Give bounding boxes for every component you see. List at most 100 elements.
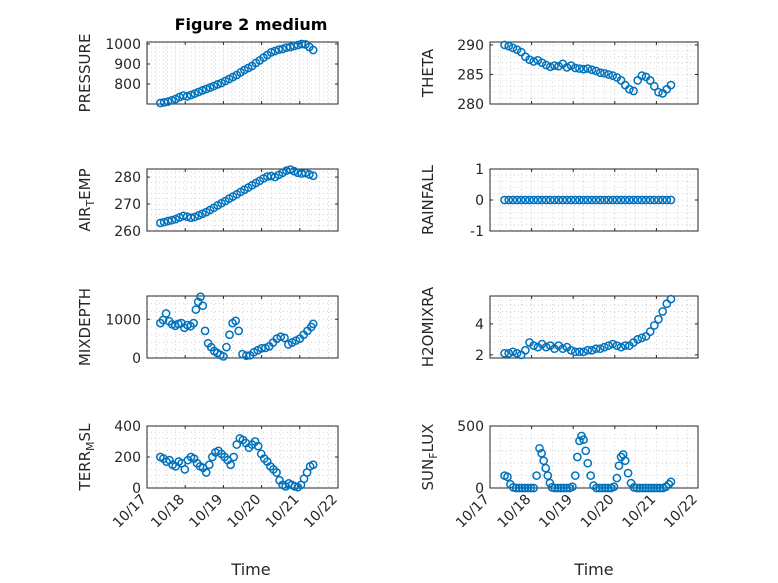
data-point: [213, 80, 223, 89]
y-tick-label: 900: [114, 57, 141, 73]
data-point: [529, 57, 539, 66]
data-point: [645, 76, 655, 85]
data-point: [301, 168, 310, 178]
data-point: [638, 483, 648, 493]
data-point: [591, 195, 601, 205]
data-point: [579, 435, 588, 444]
data-point: [543, 471, 553, 480]
data-point: [159, 98, 169, 107]
data-point: [654, 195, 663, 205]
y-tick-label: 200: [114, 450, 141, 466]
data-point: [225, 330, 234, 340]
data-point: [620, 195, 630, 205]
subplot-h2omixra: 2 4 H2OMIXRA: [419, 286, 699, 367]
y-axis-label-rest: EMP: [76, 168, 94, 199]
data-point: [529, 483, 539, 493]
data-point: [308, 460, 318, 470]
data-point: [196, 292, 205, 302]
data-point: [614, 461, 624, 471]
y-tick-label: 0: [132, 481, 141, 497]
y-tick-label: 1000: [105, 312, 141, 328]
data-point: [201, 84, 211, 94]
data-point: [272, 468, 281, 477]
axes-box: [146, 41, 339, 105]
y-tick-label: 1000: [105, 37, 141, 53]
data-point: [204, 460, 214, 470]
data-point: [545, 478, 555, 488]
data-point: [604, 341, 613, 350]
data-point: [566, 345, 576, 355]
data-point: [600, 483, 610, 493]
data-point: [521, 195, 530, 205]
axes-box: [146, 168, 339, 232]
data-point: [200, 326, 210, 336]
data-point: [201, 468, 211, 477]
x-axis-label-right: Time: [573, 560, 613, 579]
data-point: [226, 460, 236, 470]
data-point: [229, 452, 239, 462]
data-point: [608, 195, 618, 205]
data-point: [504, 195, 514, 205]
subplot-air-temp: 260 270 280 AIRTEMP: [76, 165, 339, 240]
data-point: [516, 195, 526, 205]
data-point: [570, 471, 580, 480]
data-point: [608, 71, 618, 81]
data-point: [652, 483, 662, 493]
data-point: [629, 195, 638, 205]
data-point: [241, 351, 251, 361]
data-point: [633, 335, 643, 344]
subplot-pressure: 800 900 1000 PRESSURE: [76, 34, 339, 113]
data-point: [658, 195, 667, 205]
data-point: [231, 316, 240, 326]
y-tick-label: 290: [457, 38, 484, 54]
axes-box: [489, 425, 699, 489]
data-point: [266, 48, 276, 57]
y-tick-label: 270: [114, 197, 141, 213]
data-point: [186, 213, 196, 223]
y-tick-label: 500: [457, 419, 484, 435]
data-point: [541, 463, 551, 473]
data-point: [511, 483, 521, 493]
data-point: [186, 90, 196, 100]
data-point: [649, 483, 659, 493]
data-point: [637, 71, 647, 81]
data-point: [570, 195, 580, 205]
data-point: [568, 482, 577, 492]
data-point: [556, 483, 566, 493]
data-point: [553, 483, 563, 493]
data-point: [180, 465, 190, 474]
data-point: [512, 349, 522, 358]
y-tick-label: 280: [457, 97, 484, 113]
data-point: [583, 458, 593, 468]
y-tick-label: 4: [475, 317, 484, 333]
data-point: [647, 483, 656, 493]
data-point: [600, 342, 609, 352]
data-point: [500, 349, 509, 358]
data-point: [587, 195, 597, 205]
data-point: [583, 64, 593, 73]
data-point: [637, 333, 647, 343]
y-tick-label: 0: [475, 481, 484, 497]
data-point: [587, 65, 597, 75]
y-axis-label: H2OMIXRA: [419, 286, 437, 367]
data-point: [537, 195, 547, 205]
data-point: [163, 216, 173, 226]
y-axis-label: PRESSURE: [76, 34, 94, 113]
data-point: [558, 195, 568, 205]
data-point: [581, 446, 591, 456]
data-point: [278, 44, 287, 54]
axes-box: [489, 41, 699, 105]
data-point: [625, 84, 634, 94]
data-point: [308, 171, 318, 181]
y-axis-label-main: AIR: [76, 207, 94, 232]
data-point: [541, 342, 551, 352]
y-axis-label-rest: SL: [76, 423, 94, 442]
y-tick-label: 280: [114, 170, 141, 186]
data-point: [586, 471, 596, 480]
data-point: [620, 341, 630, 350]
data-point: [645, 327, 655, 336]
y-tick-label: 285: [457, 67, 484, 83]
data-point: [191, 305, 201, 314]
y-axis-label-rest: LUX: [419, 424, 437, 453]
data-point: [579, 195, 588, 205]
